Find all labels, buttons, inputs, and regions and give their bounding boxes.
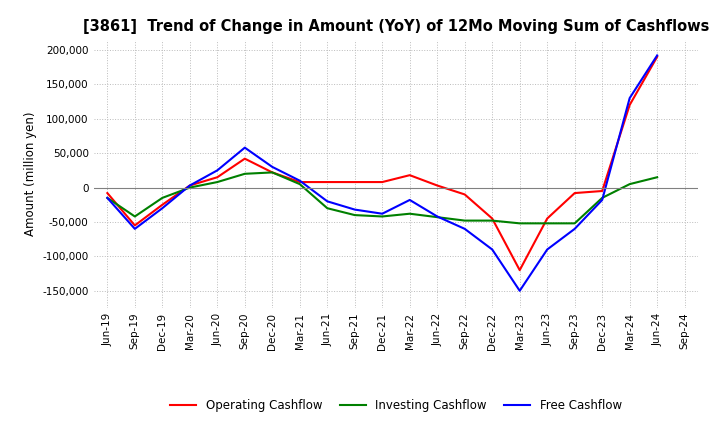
Free Cashflow: [543, 247, 552, 252]
Investing Cashflow: [268, 170, 276, 175]
Investing Cashflow: [626, 181, 634, 187]
Free Cashflow: [295, 178, 304, 183]
Investing Cashflow: [158, 195, 166, 201]
Free Cashflow: [103, 195, 112, 201]
Free Cashflow: [130, 226, 139, 231]
Legend: Operating Cashflow, Investing Cashflow, Free Cashflow: Operating Cashflow, Investing Cashflow, …: [166, 394, 626, 417]
Free Cashflow: [570, 226, 579, 231]
Investing Cashflow: [570, 221, 579, 226]
Free Cashflow: [626, 95, 634, 101]
Investing Cashflow: [598, 195, 606, 201]
Investing Cashflow: [460, 218, 469, 223]
Operating Cashflow: [213, 175, 222, 180]
Operating Cashflow: [433, 183, 441, 188]
Line: Investing Cashflow: Investing Cashflow: [107, 172, 657, 224]
Investing Cashflow: [295, 181, 304, 187]
Investing Cashflow: [488, 218, 497, 223]
Operating Cashflow: [570, 191, 579, 196]
Free Cashflow: [378, 211, 387, 216]
Operating Cashflow: [323, 180, 332, 185]
Operating Cashflow: [378, 180, 387, 185]
Free Cashflow: [488, 247, 497, 252]
Operating Cashflow: [103, 191, 112, 196]
Investing Cashflow: [186, 185, 194, 190]
Investing Cashflow: [516, 221, 524, 226]
Investing Cashflow: [213, 180, 222, 185]
Investing Cashflow: [130, 214, 139, 219]
Operating Cashflow: [516, 268, 524, 273]
Investing Cashflow: [240, 171, 249, 176]
Investing Cashflow: [653, 175, 662, 180]
Operating Cashflow: [488, 216, 497, 221]
Operating Cashflow: [351, 180, 359, 185]
Operating Cashflow: [653, 54, 662, 59]
Line: Operating Cashflow: Operating Cashflow: [107, 57, 657, 270]
Operating Cashflow: [240, 156, 249, 161]
Free Cashflow: [460, 226, 469, 231]
Free Cashflow: [323, 199, 332, 204]
Free Cashflow: [240, 145, 249, 150]
Free Cashflow: [433, 214, 441, 219]
Operating Cashflow: [626, 103, 634, 108]
Free Cashflow: [268, 164, 276, 169]
Operating Cashflow: [268, 170, 276, 175]
Operating Cashflow: [186, 183, 194, 188]
Investing Cashflow: [351, 213, 359, 218]
Operating Cashflow: [295, 180, 304, 185]
Operating Cashflow: [598, 188, 606, 194]
Investing Cashflow: [405, 211, 414, 216]
Free Cashflow: [213, 168, 222, 173]
Free Cashflow: [158, 205, 166, 211]
Operating Cashflow: [130, 223, 139, 228]
Operating Cashflow: [460, 192, 469, 197]
Investing Cashflow: [378, 214, 387, 219]
Free Cashflow: [653, 53, 662, 58]
Free Cashflow: [351, 207, 359, 212]
Line: Free Cashflow: Free Cashflow: [107, 55, 657, 291]
Free Cashflow: [516, 288, 524, 293]
Y-axis label: Amount (million yen): Amount (million yen): [24, 112, 37, 236]
Investing Cashflow: [323, 205, 332, 211]
Free Cashflow: [186, 183, 194, 188]
Investing Cashflow: [433, 215, 441, 220]
Investing Cashflow: [543, 221, 552, 226]
Title: [3861]  Trend of Change in Amount (YoY) of 12Mo Moving Sum of Cashflows: [3861] Trend of Change in Amount (YoY) o…: [83, 19, 709, 34]
Operating Cashflow: [405, 172, 414, 178]
Operating Cashflow: [158, 202, 166, 207]
Operating Cashflow: [543, 216, 552, 221]
Free Cashflow: [598, 197, 606, 202]
Free Cashflow: [405, 197, 414, 202]
Investing Cashflow: [103, 195, 112, 201]
